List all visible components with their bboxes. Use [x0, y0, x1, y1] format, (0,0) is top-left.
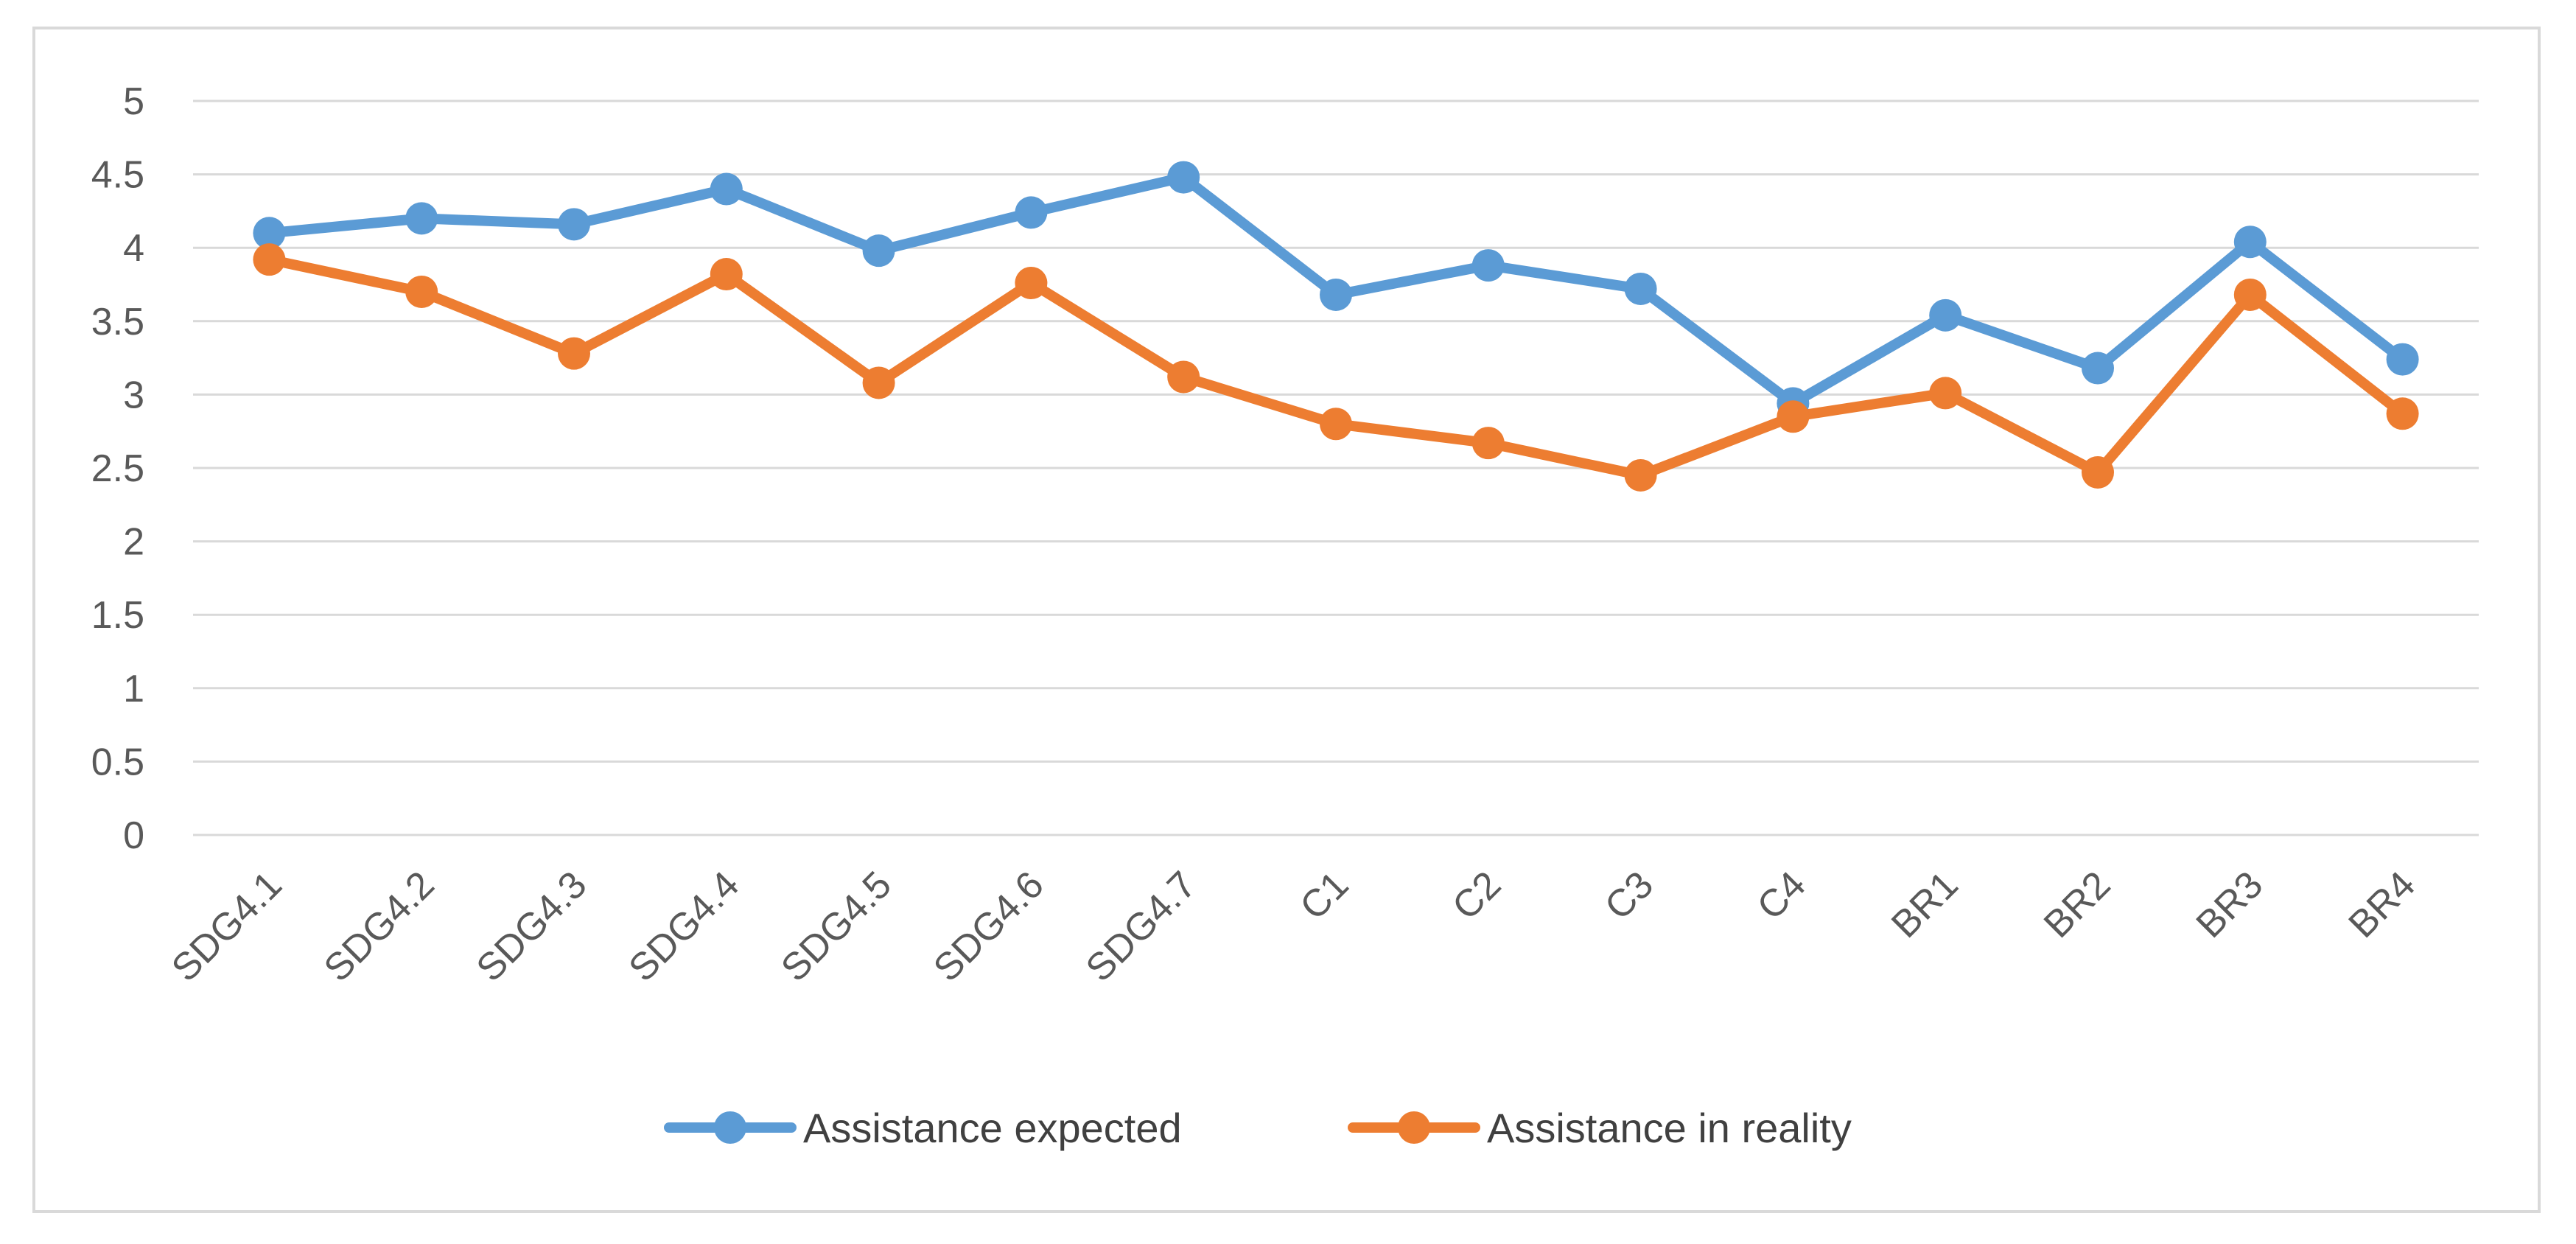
- data-point: [1167, 360, 1200, 394]
- data-point: [1320, 408, 1352, 441]
- y-tick-label: 0: [123, 814, 144, 857]
- data-point: [253, 243, 286, 276]
- y-tick-label: 5: [123, 80, 144, 123]
- data-point: [710, 172, 743, 206]
- y-tick-label: 3.5: [91, 301, 144, 343]
- data-point: [2233, 278, 2267, 311]
- y-tick-label: 1: [123, 668, 144, 710]
- legend: Assistance expected Assistance in reality: [664, 1105, 1852, 1151]
- data-point: [2082, 455, 2114, 489]
- x-tick-label: C4: [1749, 863, 1814, 928]
- data-point: [862, 234, 895, 268]
- y-tick-label: 0.5: [91, 741, 144, 783]
- x-tick-label: BR2: [2036, 863, 2119, 946]
- data-point: [1167, 161, 1200, 194]
- data-point: [1929, 298, 1962, 332]
- x-tick-label: C1: [1292, 863, 1357, 928]
- x-tick-label: BR4: [2341, 863, 2424, 946]
- data-point: [1624, 272, 1657, 305]
- series-1: [253, 243, 2419, 492]
- x-tick-label: SDG4.6: [925, 863, 1052, 990]
- data-point: [2082, 352, 2114, 385]
- data-point: [1320, 278, 1352, 311]
- x-axis-tick-labels: SDG4.1 SDG4.2 SDG4.3 SDG4.4 SDG4.5 SDG4.6 SDG4…: [164, 863, 2423, 990]
- y-tick-label: 1.5: [91, 594, 144, 637]
- y-tick-label: 3: [123, 374, 144, 416]
- legend-swatch-marker: [1398, 1111, 1430, 1144]
- x-tick-label: BR1: [1883, 863, 1967, 946]
- data-point: [1777, 400, 1810, 433]
- legend-item-0: Assistance expected: [664, 1105, 1182, 1151]
- data-point: [1015, 196, 1048, 229]
- x-tick-label: SDG4.7: [1078, 863, 1205, 990]
- y-tick-label: 2: [123, 521, 144, 564]
- data-point: [1471, 427, 1505, 460]
- data-point: [558, 208, 590, 241]
- x-tick-label: SDG4.4: [620, 863, 747, 990]
- y-tick-label: 4: [123, 227, 144, 270]
- series-0: [253, 161, 2419, 420]
- data-point: [2386, 343, 2419, 376]
- gridlines: [193, 99, 2479, 836]
- y-axis-tick-labels: 0 0.5 1 1.5 2 2.5 3 3.5 4 4.5 5: [91, 80, 144, 857]
- data-point: [253, 217, 286, 250]
- data-point: [2233, 226, 2267, 259]
- x-tick-label: SDG4.5: [773, 863, 900, 990]
- x-tick-label: SDG4.1: [164, 863, 290, 990]
- data-point: [1471, 249, 1505, 282]
- y-tick-label: 4.5: [91, 154, 144, 197]
- data-point: [1015, 267, 1048, 300]
- legend-label: Assistance expected: [803, 1105, 1182, 1151]
- x-tick-label: SDG4.2: [316, 863, 443, 990]
- data-point: [405, 202, 438, 235]
- data-point: [405, 275, 438, 308]
- data-point: [862, 366, 895, 399]
- series-lines: [253, 161, 2419, 492]
- data-point: [710, 258, 743, 291]
- legend-item-1: Assistance in reality: [1348, 1105, 1852, 1151]
- legend-label: Assistance in reality: [1487, 1105, 1852, 1151]
- x-tick-label: SDG4.3: [469, 863, 595, 990]
- y-tick-label: 2.5: [91, 447, 144, 490]
- data-point: [1929, 377, 1962, 410]
- x-tick-label: C3: [1597, 863, 1662, 928]
- x-tick-label: C2: [1444, 863, 1509, 928]
- data-point: [1624, 458, 1657, 492]
- data-point: [2386, 397, 2419, 430]
- data-point: [558, 337, 590, 370]
- x-tick-label: BR3: [2188, 863, 2272, 946]
- legend-swatch-marker: [714, 1111, 746, 1144]
